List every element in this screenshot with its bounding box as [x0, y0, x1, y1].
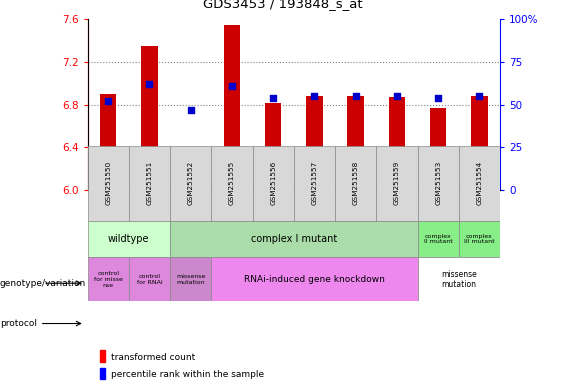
Text: wildtype: wildtype — [108, 234, 150, 244]
Bar — [170, 146, 211, 221]
Bar — [100, 350, 105, 362]
Point — [227, 83, 236, 89]
Text: GSM251554: GSM251554 — [476, 161, 483, 205]
Point — [475, 93, 484, 99]
Text: control
for misse
nse: control for misse nse — [94, 271, 123, 288]
Point — [434, 95, 443, 101]
Text: genotype/variation: genotype/variation — [0, 279, 86, 288]
Bar — [265, 103, 281, 190]
Bar — [389, 97, 405, 190]
Bar — [129, 146, 170, 221]
Text: GDS3453 / 193848_s_at: GDS3453 / 193848_s_at — [203, 0, 362, 10]
Point — [104, 98, 113, 104]
Point — [269, 95, 278, 101]
Bar — [88, 221, 170, 257]
Bar — [88, 146, 129, 221]
Text: missense
mutation: missense mutation — [176, 274, 205, 285]
Bar — [129, 257, 170, 301]
Bar — [335, 146, 376, 221]
Text: GSM251558: GSM251558 — [353, 161, 359, 205]
Bar — [170, 221, 418, 257]
Bar — [170, 257, 211, 301]
Text: complex
III mutant: complex III mutant — [464, 233, 495, 245]
Bar — [471, 96, 488, 190]
Bar — [211, 146, 253, 221]
Bar — [459, 221, 500, 257]
Bar — [88, 257, 129, 301]
Point — [351, 93, 360, 99]
Text: transformed count: transformed count — [111, 353, 195, 362]
Text: protocol: protocol — [0, 319, 81, 328]
Point — [186, 107, 195, 113]
Bar — [430, 108, 446, 190]
Text: RNAi-induced gene knockdown: RNAi-induced gene knockdown — [244, 275, 385, 284]
Text: GSM251559: GSM251559 — [394, 161, 400, 205]
Text: percentile rank within the sample: percentile rank within the sample — [111, 370, 264, 379]
Bar — [418, 146, 459, 221]
Text: complex I mutant: complex I mutant — [251, 234, 337, 244]
Bar — [347, 96, 364, 190]
Bar — [182, 151, 199, 190]
Point — [392, 93, 401, 99]
Text: GSM251555: GSM251555 — [229, 161, 235, 205]
Bar — [211, 257, 418, 301]
Bar — [418, 221, 459, 257]
Point — [145, 81, 154, 87]
Bar — [294, 146, 335, 221]
Bar — [306, 96, 323, 190]
Text: GSM251550: GSM251550 — [105, 161, 111, 205]
Point — [310, 93, 319, 99]
Bar — [376, 146, 418, 221]
Bar — [459, 146, 500, 221]
Bar — [253, 146, 294, 221]
Bar — [141, 46, 158, 190]
Bar — [100, 368, 105, 379]
Text: GSM251556: GSM251556 — [270, 161, 276, 205]
Text: complex
II mutant: complex II mutant — [424, 233, 453, 245]
Text: GSM251557: GSM251557 — [311, 161, 318, 205]
Text: GSM251553: GSM251553 — [435, 161, 441, 205]
Bar — [224, 25, 240, 190]
Bar — [418, 257, 500, 301]
Text: GSM251551: GSM251551 — [146, 161, 153, 205]
Text: GSM251552: GSM251552 — [188, 161, 194, 205]
Bar — [100, 94, 116, 190]
Text: missense
mutation: missense mutation — [441, 270, 477, 289]
Text: control
for RNAi: control for RNAi — [137, 274, 162, 285]
